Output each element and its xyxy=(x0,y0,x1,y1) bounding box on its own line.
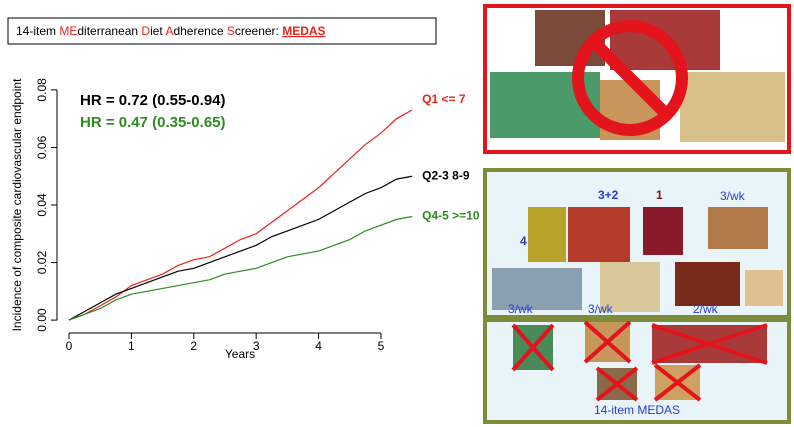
y-tick-label: 0.08 xyxy=(35,78,49,102)
serving-label: 3+2 xyxy=(598,188,619,202)
serving-label: 4 xyxy=(520,234,527,248)
panel-caption: 14-item MEDAS xyxy=(594,403,680,417)
series-label: Q2-3 8-9 xyxy=(422,168,470,182)
serving-label: 1 xyxy=(656,188,663,202)
avoid-panel xyxy=(483,4,791,154)
series-label: Q1 <= 7 xyxy=(422,92,466,106)
y-axis-label: Incidence of composite cardiovascular en… xyxy=(10,78,24,331)
title-part: MEDAS xyxy=(282,24,325,38)
y-tick-label: 0.00 xyxy=(35,308,49,332)
series-line xyxy=(68,175,413,321)
recommended-panel: 4 3+2 1 3/wk 3/wk 3/wk 2/wk 14-item MEDA… xyxy=(483,168,791,424)
x-axis-label: Years xyxy=(225,347,255,361)
title-part: S xyxy=(227,24,235,38)
title-part: ME xyxy=(59,24,77,38)
title-part: D xyxy=(141,24,150,38)
title-box xyxy=(7,17,437,45)
annotation: HR = 0.47 (0.35-0.65) xyxy=(80,114,226,131)
series-label: Q4-5 >=10 xyxy=(422,209,480,223)
x-tick-label: 5 xyxy=(378,339,385,353)
x-tick-label: 0 xyxy=(66,339,73,353)
annotation: HR = 0.72 (0.55-0.94) xyxy=(80,92,226,109)
title-part: dherence xyxy=(173,24,226,38)
title-part: diterranean xyxy=(77,24,141,38)
y-tick-label: 0.02 xyxy=(35,251,49,275)
title-part: creener: xyxy=(235,24,282,38)
x-tick-label: 3 xyxy=(253,339,260,353)
title-part: iet xyxy=(150,24,165,38)
serving-label: 3/wk xyxy=(508,302,534,316)
title-part: A xyxy=(165,24,173,38)
y-tick-label: 0.04 xyxy=(35,193,49,217)
x-tick-label: 4 xyxy=(315,339,322,353)
serving-label: 3/wk xyxy=(588,302,614,316)
title-part: 14-item xyxy=(16,24,59,38)
series-line xyxy=(68,215,413,321)
series-line xyxy=(68,109,413,321)
x-tick-label: 1 xyxy=(128,339,135,353)
serving-label: 2/wk xyxy=(693,302,719,316)
title: 14-item MEditerranean Diet Adherence Scr… xyxy=(16,24,326,38)
serving-label: 3/wk xyxy=(720,189,746,203)
x-tick-label: 2 xyxy=(190,339,197,353)
y-tick-label: 0.06 xyxy=(35,135,49,159)
